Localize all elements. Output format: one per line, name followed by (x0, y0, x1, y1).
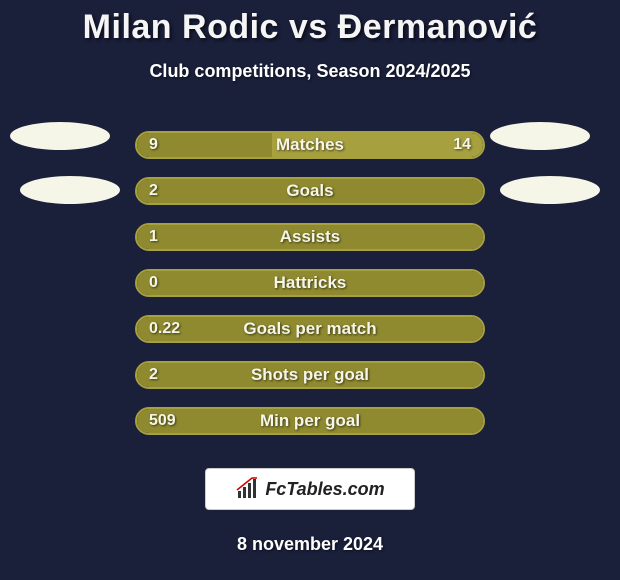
page-title: Milan Rodic vs Đermanović (0, 0, 620, 47)
stat-value-left: 1 (149, 228, 158, 246)
side-ellipse (500, 176, 600, 204)
stat-value-right: 14 (453, 136, 471, 154)
chart-icon (235, 477, 259, 501)
stat-value-left: 509 (149, 412, 176, 430)
stat-bar: Min per goal509 (135, 407, 485, 435)
stat-value-left: 9 (149, 136, 158, 154)
logo-text: FcTables.com (265, 479, 384, 500)
stat-bar: Goals per match0.22 (135, 315, 485, 343)
stat-bar: Goals2 (135, 177, 485, 205)
stat-row: Assists1 (0, 214, 620, 260)
stat-bar: Hattricks0 (135, 269, 485, 297)
stat-row: Goals per match0.22 (0, 306, 620, 352)
stat-label: Matches (137, 135, 483, 155)
side-ellipse (20, 176, 120, 204)
stat-label: Goals (137, 181, 483, 201)
stat-value-left: 0 (149, 274, 158, 292)
date: 8 november 2024 (0, 534, 620, 555)
stat-row: Hattricks0 (0, 260, 620, 306)
stat-rows: Matches914Goals2Assists1Hattricks0Goals … (0, 122, 620, 444)
subtitle: Club competitions, Season 2024/2025 (0, 61, 620, 82)
stat-bar: Assists1 (135, 223, 485, 251)
logo-box: FcTables.com (205, 468, 415, 510)
stat-bar: Matches9 14 (135, 131, 485, 159)
side-ellipse (10, 122, 110, 150)
stat-value-left: 2 (149, 366, 158, 384)
stat-value-left: 0.22 (149, 320, 180, 338)
stat-label: Goals per match (137, 319, 483, 339)
side-ellipse (490, 122, 590, 150)
stat-row: Min per goal509 (0, 398, 620, 444)
stat-bar: Shots per goal2 (135, 361, 485, 389)
stat-label: Assists (137, 227, 483, 247)
stat-label: Hattricks (137, 273, 483, 293)
stat-row: Shots per goal2 (0, 352, 620, 398)
stat-label: Shots per goal (137, 365, 483, 385)
stat-value-left: 2 (149, 182, 158, 200)
stat-label: Min per goal (137, 411, 483, 431)
